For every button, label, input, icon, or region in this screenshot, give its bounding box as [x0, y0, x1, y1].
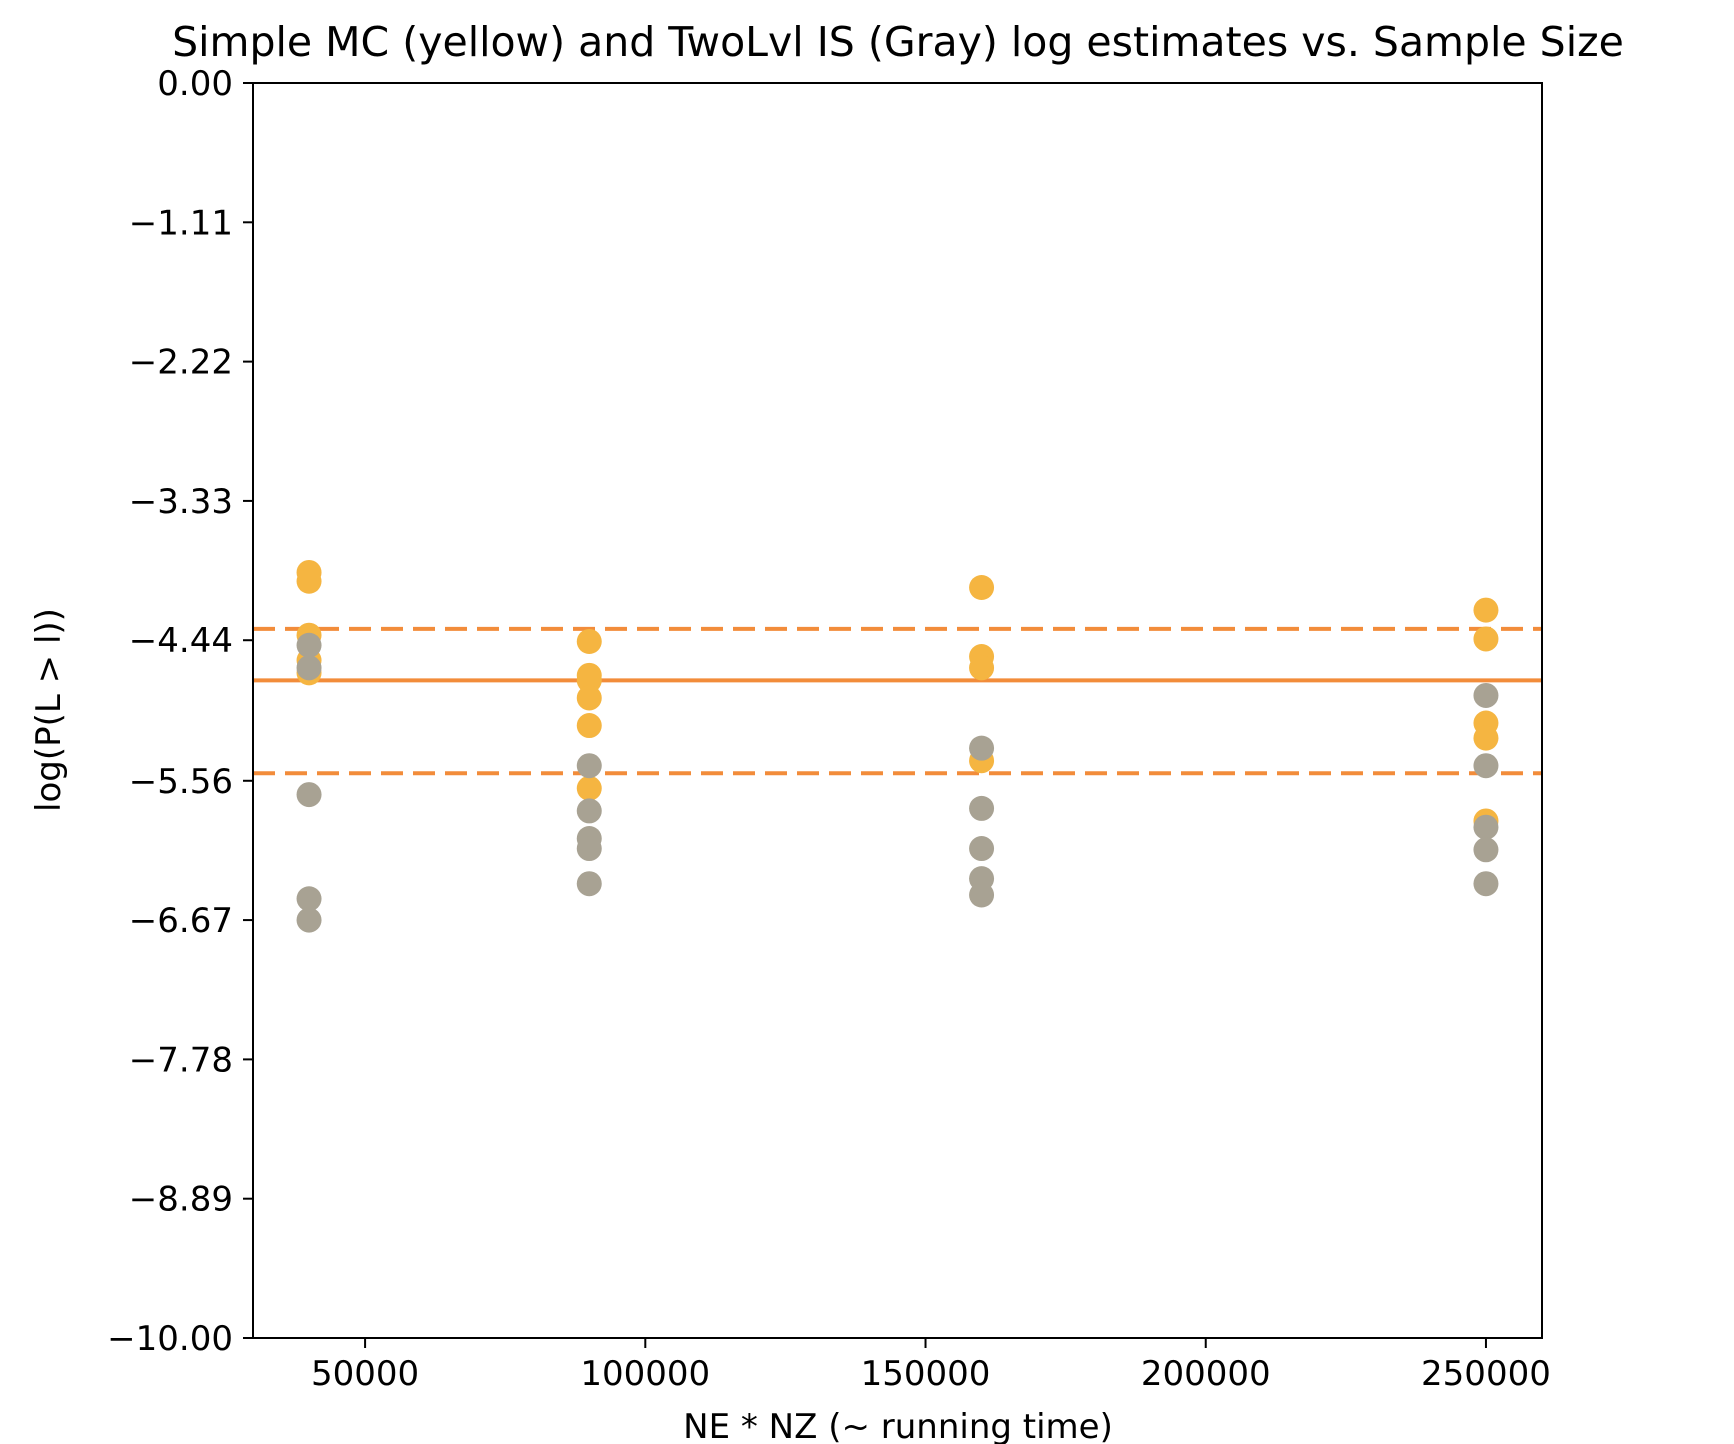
y-tick-label-8: −8.89	[129, 1180, 233, 1220]
series-0-point-16	[1473, 626, 1499, 652]
series-1-point-0	[296, 632, 322, 658]
series-1-point-1	[296, 655, 322, 681]
series-1-point-2	[296, 782, 322, 808]
series-1-point-8	[576, 836, 602, 862]
series-1-point-12	[969, 836, 995, 862]
x-tick-label-0: 50000	[311, 1354, 419, 1394]
y-tick-label-1: −1.11	[129, 203, 233, 243]
series-1-point-6	[576, 798, 602, 824]
reference-lines	[253, 626, 1542, 776]
series-1-point-5	[576, 753, 602, 779]
series-0-point-11	[969, 575, 995, 601]
y-tick-label-4: −4.44	[129, 621, 233, 661]
series-0-point-10	[576, 775, 602, 801]
x-axis: 50000 100000 150000 200000 250000	[311, 1338, 1551, 1394]
series-1-point-3	[296, 886, 322, 912]
series-0-point-18	[1473, 725, 1499, 751]
plot-frame	[252, 82, 1543, 1339]
series-1-point-10	[969, 735, 995, 761]
series-1-point-19	[1473, 871, 1499, 897]
y-tick-label-9: −10.00	[107, 1319, 233, 1359]
x-axis-label: NE * NZ (~ running time)	[683, 1407, 1113, 1444]
series-0-point-8	[576, 685, 602, 711]
y-axis-label: log(P(L > l))	[29, 608, 69, 812]
series-0-point-9	[576, 713, 602, 739]
series-0-point-15	[1473, 597, 1499, 623]
y-tick-label-2: −2.22	[129, 343, 233, 383]
series-0-point-5	[576, 628, 602, 654]
x-tick-label-4: 250000	[1421, 1354, 1551, 1394]
x-tick-label-2: 150000	[861, 1354, 991, 1394]
series-0-point-13	[969, 655, 995, 681]
series-1-point-4	[296, 907, 322, 933]
y-tick-label-5: −5.56	[129, 762, 233, 802]
y-tick-label-0: 0.00	[157, 64, 233, 104]
y-tick-label-6: −6.67	[129, 901, 233, 941]
series-1-point-15	[1473, 682, 1499, 708]
data-points	[296, 559, 1499, 933]
series-0-point-7	[576, 667, 602, 693]
chart-title: Simple MC (yellow) and TwoLvl IS (Gray) …	[172, 18, 1624, 66]
x-tick-label-3: 200000	[1141, 1354, 1271, 1394]
series-1-point-18	[1473, 837, 1499, 863]
series-1-point-14	[969, 882, 995, 908]
series-0-point-1	[296, 568, 322, 594]
y-tick-label-7: −7.78	[129, 1040, 233, 1080]
y-axis: 0.00 −1.11 −2.22 −3.33 −4.44 −5.56 −6.67 −7.78 −…	[107, 64, 253, 1359]
series-1-point-11	[969, 795, 995, 821]
series-1-point-17	[1473, 814, 1499, 840]
x-tick-label-1: 100000	[580, 1354, 710, 1394]
y-tick-label-3: −3.33	[129, 482, 233, 522]
series-1-point-9	[576, 871, 602, 897]
series-1-point-16	[1473, 753, 1499, 779]
